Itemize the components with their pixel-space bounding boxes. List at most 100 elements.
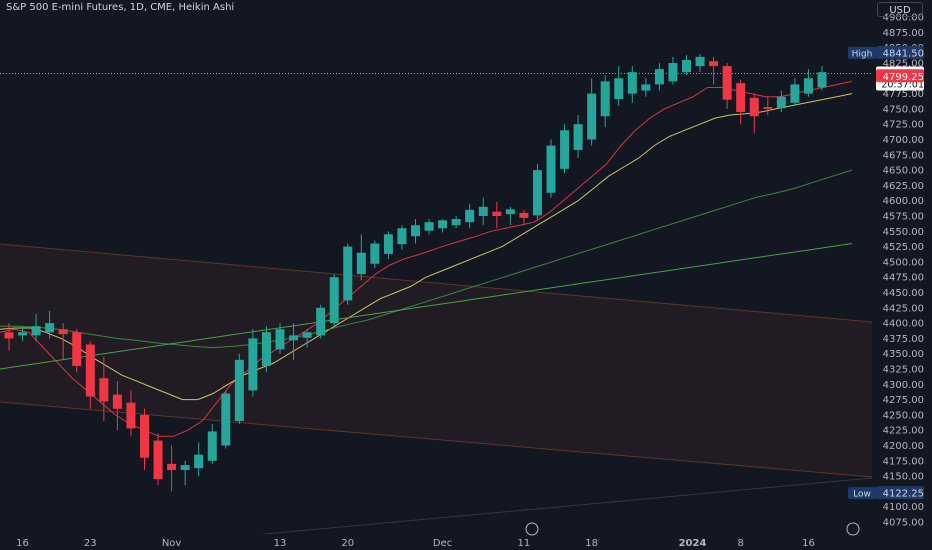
candle [438, 219, 448, 233]
candle [722, 63, 732, 109]
high-price-tag-bg [876, 45, 924, 59]
candle-body [519, 212, 529, 218]
last-red-price-tag-bg [876, 69, 924, 83]
candle-body [709, 61, 719, 67]
candle-body [695, 56, 705, 67]
high-price-tag: 4841.50 [883, 48, 924, 59]
price-tick-label: 4775.00 [883, 89, 924, 100]
candle [383, 231, 393, 259]
candle-body [207, 431, 217, 461]
price-tick-label: 4725.00 [883, 120, 924, 131]
candle-body [776, 96, 786, 109]
candle-body [383, 234, 393, 254]
candle-body [221, 393, 231, 446]
candle [790, 78, 800, 106]
candle-body [31, 326, 41, 336]
candle-body [85, 344, 95, 397]
candle-body [532, 170, 542, 216]
candle [627, 66, 637, 103]
low-tag-bg [848, 487, 876, 500]
currency-button[interactable]: USD [877, 2, 923, 17]
candle [519, 209, 529, 226]
candle [614, 66, 624, 106]
candle-body [4, 332, 14, 339]
channel-lower-line [0, 401, 873, 478]
candle [695, 53, 705, 73]
price-tick-label: 4325.00 [883, 365, 924, 376]
candle [451, 216, 461, 229]
candle [546, 139, 556, 198]
moving-average-2 [0, 93, 853, 401]
candle-body [343, 246, 353, 301]
candle [167, 445, 177, 492]
trend-line [199, 477, 873, 541]
candle [411, 219, 420, 244]
candle [397, 225, 407, 250]
candle-body [722, 66, 732, 100]
price-tick-label: 4675.00 [883, 150, 924, 161]
chart-title: S&P 500 E-mini Futures, 1D, CME, Heikin … [6, 2, 235, 13]
event-icon [846, 522, 860, 536]
candle-body [302, 332, 312, 338]
candle [99, 356, 109, 422]
low-price-tag: 4122.25 [883, 489, 924, 500]
candle-body [289, 335, 299, 341]
price-tick-label: 4500.00 [883, 257, 924, 268]
candle-body [573, 124, 583, 150]
price-tick-label: 4250.00 [883, 410, 924, 421]
candle [302, 329, 312, 348]
candle [4, 323, 14, 351]
candle-body [140, 414, 149, 458]
price-tick-label: 4200.00 [883, 441, 924, 452]
candle [654, 63, 664, 91]
candle-body [248, 338, 258, 391]
time-tick-label: 18 [585, 538, 598, 549]
time-tick-label: 16 [802, 538, 815, 549]
price-tick-label: 4425.00 [883, 303, 924, 314]
candle-body [45, 323, 55, 333]
candle-body [167, 463, 177, 470]
candle [329, 274, 339, 327]
candle [140, 408, 149, 470]
candle [58, 323, 68, 360]
candle [45, 310, 55, 339]
channel-upper-line [0, 243, 873, 323]
candle [668, 56, 678, 85]
event-icon [525, 522, 539, 536]
candle-body [72, 332, 82, 366]
candle-body [749, 97, 759, 117]
moving-average-4 [0, 243, 853, 370]
candle [587, 78, 597, 146]
price-tick-label: 4900.00 [883, 13, 924, 24]
time-axis [0, 534, 932, 550]
candle-body [465, 209, 475, 223]
price-tick-label: 4075.00 [883, 518, 924, 529]
candle-body [641, 84, 651, 91]
price-tick-label: 4350.00 [883, 349, 924, 360]
candle-body [451, 219, 461, 226]
time-tick-label: 16 [16, 538, 29, 549]
candle-body [682, 59, 691, 73]
candle [763, 96, 773, 116]
candle-body [546, 145, 556, 193]
candle-body [411, 225, 420, 237]
price-tick-label: 4450.00 [883, 288, 924, 299]
time-tick-label: 23 [84, 538, 97, 549]
candle [709, 56, 719, 85]
candle [275, 323, 285, 354]
candle [478, 197, 488, 226]
candle [248, 329, 258, 397]
time-tick-label: 11 [518, 538, 531, 549]
price-tick-label: 4525.00 [883, 242, 924, 253]
candle [126, 390, 136, 437]
candle-body [99, 378, 109, 402]
candle [560, 124, 570, 174]
low-label: Low [853, 490, 871, 500]
candle-body [438, 220, 448, 229]
price-tick-label: 4875.00 [883, 28, 924, 39]
candle [112, 381, 122, 431]
candle [72, 329, 82, 373]
candle-body [505, 209, 515, 215]
candle [31, 313, 41, 342]
